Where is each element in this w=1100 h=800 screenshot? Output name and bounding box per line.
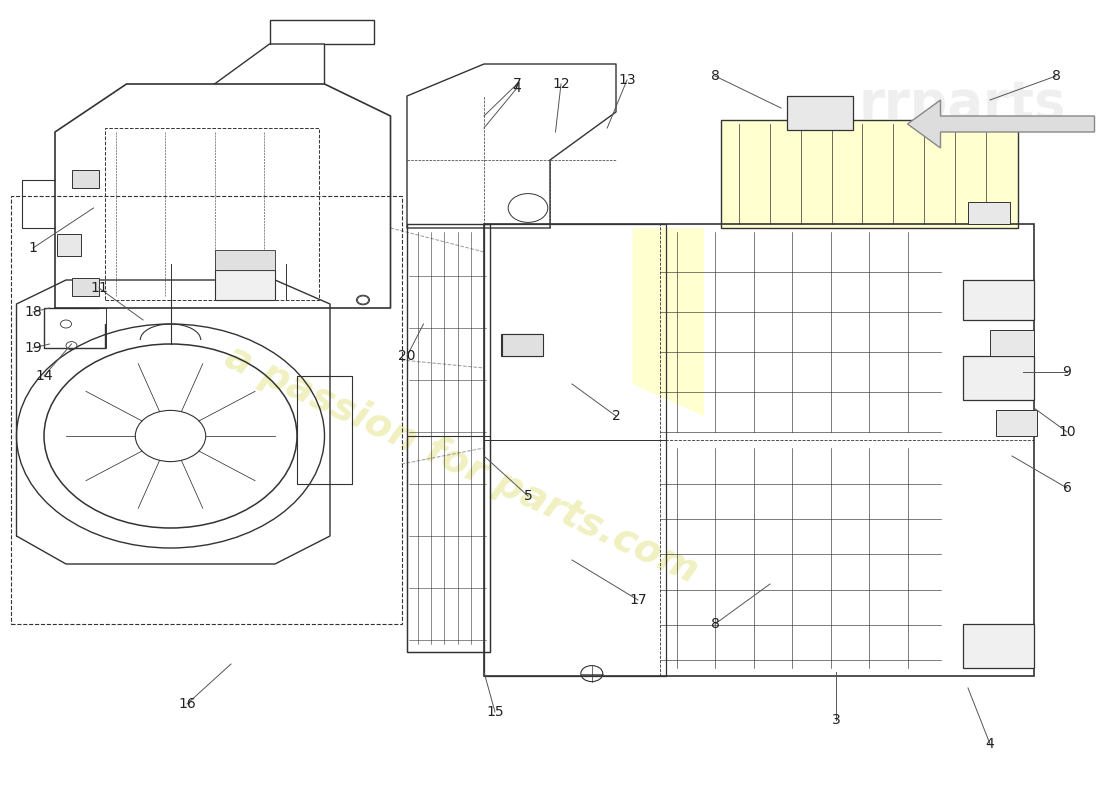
Bar bbox=[72, 278, 99, 296]
Text: 20: 20 bbox=[398, 349, 416, 363]
Bar bbox=[502, 334, 543, 356]
Bar bbox=[11, 196, 402, 624]
Bar bbox=[996, 410, 1037, 436]
Bar bbox=[720, 120, 1018, 228]
Text: 2: 2 bbox=[612, 409, 620, 423]
Text: 19: 19 bbox=[24, 341, 42, 355]
Bar bbox=[720, 120, 1018, 228]
Text: rrparts: rrparts bbox=[859, 78, 1066, 130]
Text: 12: 12 bbox=[552, 77, 570, 91]
Bar bbox=[484, 224, 666, 676]
Bar bbox=[214, 270, 275, 300]
Bar bbox=[500, 334, 542, 356]
Bar bbox=[962, 356, 1034, 400]
Text: 13: 13 bbox=[618, 73, 636, 87]
Text: 10: 10 bbox=[1058, 425, 1076, 439]
Bar bbox=[407, 436, 490, 652]
Bar bbox=[214, 250, 275, 270]
Text: 4: 4 bbox=[986, 737, 994, 751]
Text: 15: 15 bbox=[486, 705, 504, 719]
Text: 18: 18 bbox=[24, 305, 42, 319]
Bar bbox=[968, 202, 1010, 224]
Bar bbox=[104, 128, 319, 300]
Bar bbox=[72, 170, 99, 188]
Bar bbox=[990, 330, 1034, 356]
Text: 14: 14 bbox=[35, 369, 53, 383]
Text: 16: 16 bbox=[178, 697, 196, 711]
Bar bbox=[44, 308, 106, 348]
Bar bbox=[962, 624, 1034, 668]
Text: 4: 4 bbox=[513, 81, 521, 95]
Text: 17: 17 bbox=[629, 593, 647, 607]
Text: a passion for parts.com: a passion for parts.com bbox=[219, 338, 705, 590]
Bar bbox=[786, 96, 852, 130]
Text: 5: 5 bbox=[524, 489, 532, 503]
Bar bbox=[484, 224, 1034, 676]
Text: 8: 8 bbox=[711, 617, 719, 631]
Text: 9: 9 bbox=[1063, 365, 1071, 379]
Text: 8: 8 bbox=[1052, 69, 1060, 83]
Text: 3: 3 bbox=[832, 713, 840, 727]
Polygon shape bbox=[908, 100, 1094, 148]
Text: 6: 6 bbox=[1063, 481, 1071, 495]
Text: 8: 8 bbox=[711, 69, 719, 83]
Text: 7: 7 bbox=[513, 77, 521, 91]
Bar bbox=[407, 224, 490, 652]
Bar bbox=[962, 280, 1034, 320]
Text: 1: 1 bbox=[29, 241, 37, 255]
Bar bbox=[57, 234, 81, 256]
Text: 11: 11 bbox=[90, 281, 108, 295]
Polygon shape bbox=[632, 228, 704, 416]
